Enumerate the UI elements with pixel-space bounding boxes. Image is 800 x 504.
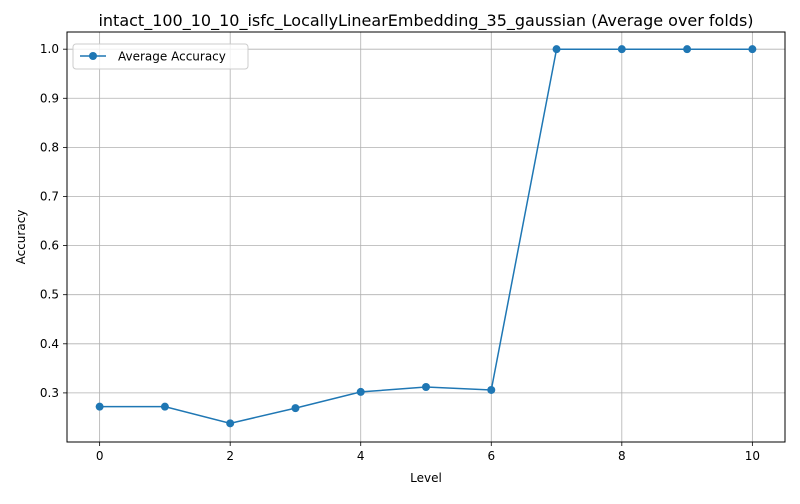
x-tick-label: 10 bbox=[745, 449, 760, 463]
data-point bbox=[617, 45, 626, 54]
data-point bbox=[291, 404, 300, 413]
y-tick-label: 0.4 bbox=[40, 337, 59, 351]
y-tick-label: 0.7 bbox=[40, 189, 59, 203]
data-point bbox=[160, 402, 169, 411]
chart-title: intact_100_10_10_isfc_LocallyLinearEmbed… bbox=[98, 11, 753, 31]
data-point bbox=[552, 45, 561, 54]
axis-ticks: 0 2 4 6 8 10 0.3 0.4 0.5 0.6 0.7 0.8 0.9 1.0 bbox=[40, 42, 760, 463]
y-tick-label: 0.9 bbox=[40, 91, 59, 105]
x-tick-label: 8 bbox=[618, 449, 626, 463]
data-point bbox=[748, 45, 757, 54]
data-point bbox=[356, 387, 365, 396]
y-tick-label: 0.8 bbox=[40, 140, 59, 154]
x-tick-label: 6 bbox=[487, 449, 495, 463]
data-point bbox=[422, 383, 430, 392]
data-point bbox=[683, 45, 692, 54]
legend: Average Accuracy bbox=[72, 43, 249, 70]
data-point bbox=[487, 385, 496, 394]
series-layer bbox=[95, 45, 757, 428]
x-tick-label: 4 bbox=[357, 449, 365, 463]
data-point bbox=[226, 419, 235, 428]
y-axis-label: Accuracy bbox=[14, 210, 28, 265]
legend-label: Average Accuracy bbox=[118, 50, 226, 64]
x-tick-label: 0 bbox=[96, 449, 104, 463]
y-tick-label: 0.6 bbox=[40, 239, 59, 253]
plot-area-frame bbox=[66, 31, 786, 443]
x-axis-label: Level bbox=[410, 471, 442, 485]
legend-marker-swatch bbox=[89, 52, 97, 60]
y-tick-label: 0.3 bbox=[40, 386, 59, 400]
x-tick-label: 2 bbox=[226, 449, 234, 463]
legend-box bbox=[72, 43, 249, 70]
y-tick-label: 0.5 bbox=[40, 288, 59, 302]
y-tick-label: 1.0 bbox=[40, 42, 59, 56]
data-point bbox=[95, 402, 104, 411]
